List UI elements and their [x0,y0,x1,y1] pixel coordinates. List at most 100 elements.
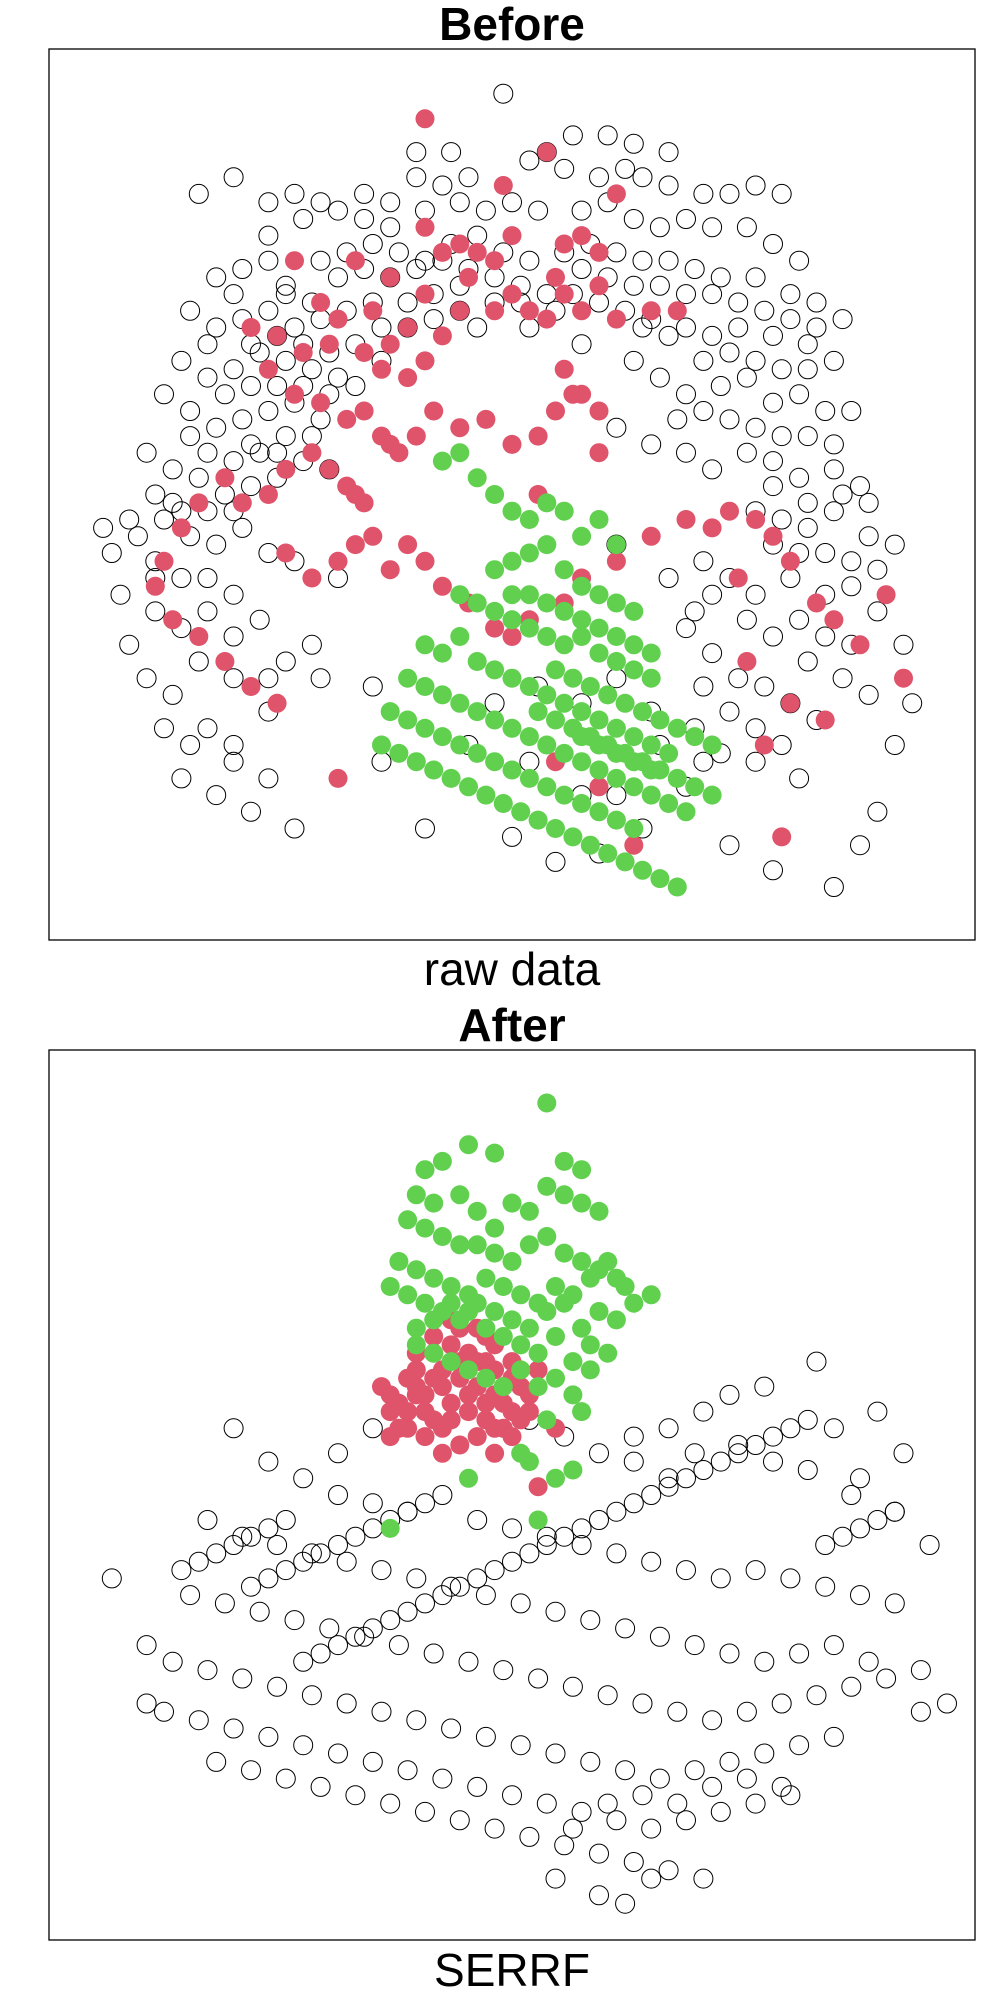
point-validate-22 [467,1235,487,1255]
point-samples-73 [197,1660,218,1681]
point-samples-165 [710,1451,731,1472]
point-samples-58 [684,259,705,279]
point-qc-25 [398,318,418,337]
point-qc-1 [537,142,557,162]
point-qc-69 [258,485,278,504]
point-validate-25 [519,1235,539,1255]
point-samples-63 [832,309,853,330]
point-samples-52 [519,250,540,271]
point-qc-87 [398,535,418,555]
point-samples-156 [145,601,166,622]
point-validate-38 [519,677,539,696]
point-samples-111 [206,1751,227,1772]
point-qc-38 [293,343,313,362]
point-samples-181 [415,1493,435,1514]
point-samples-15 [432,1485,453,1505]
point-qc-117 [780,693,800,713]
point-samples-163 [362,676,383,697]
point-samples-162 [310,668,331,689]
point-samples-238 [728,292,749,313]
point-samples-182 [815,1535,836,1555]
point-samples-175 [484,693,505,714]
point-validate-123 [563,718,583,738]
point-samples-101 [467,1776,488,1797]
point-samples-32 [301,1543,322,1564]
point-validate-74 [554,785,574,805]
point-samples-139 [127,526,148,547]
point-validate-60 [624,777,644,797]
point-validate-37 [493,1277,513,1296]
point-samples-67 [806,1685,827,1706]
point-validate-12 [502,1193,522,1213]
point-samples-83 [702,325,723,346]
point-validate-43 [598,1252,618,1271]
point-qc-13 [345,251,365,271]
point-samples-109 [745,1793,766,1814]
point-validate-19 [624,601,644,621]
point-qc-43 [459,1385,478,1405]
point-qc-10 [415,1427,435,1447]
point-validate-44 [615,1277,635,1296]
point-samples-309 [745,718,766,739]
point-samples-75 [267,1676,288,1697]
point-validate-56 [572,1318,592,1338]
point-validate-109 [598,685,618,705]
point-samples-237 [702,284,723,305]
point-qc-15 [441,1335,461,1355]
point-validate-36 [485,660,505,680]
point-qc-115 [728,568,748,588]
point-validate-124 [580,727,600,747]
point-samples-298 [736,609,757,630]
point-samples-42 [649,1626,670,1647]
point-samples-22 [676,1560,696,1581]
point-samples-85 [615,1760,636,1781]
point-samples-234 [623,275,644,296]
panel-before: Before raw data [48,0,976,995]
point-validate-127 [633,752,652,772]
point-samples-50 [467,225,488,246]
point-qc-105 [850,635,870,655]
point-samples-64 [702,1710,723,1731]
point-qc-73 [171,518,191,538]
point-validate-75 [459,1360,478,1380]
point-samples-278 [301,426,322,447]
point-samples-123 [623,1852,644,1872]
point-qc-103 [807,593,826,613]
point-validate-77 [493,1377,513,1397]
point-validate-9 [450,1185,470,1205]
point-validate-67 [432,727,452,747]
point-qc-112 [589,777,609,797]
point-samples-292 [119,509,140,530]
point-qc-65 [372,426,391,446]
point-samples-161 [275,651,296,672]
point-validate-8 [424,1193,444,1213]
point-samples-5 [684,1443,705,1464]
point-samples-43 [684,1635,705,1656]
point-samples-38 [763,234,783,254]
point-samples-115 [345,1785,366,1806]
point-samples-14 [615,158,636,179]
point-samples-197 [893,1443,914,1464]
point-qc-24 [450,1435,470,1455]
point-validate-60 [641,1285,661,1305]
point-qc-16 [459,267,478,287]
point-samples-2 [589,1443,609,1464]
point-qc-84 [345,535,365,555]
point-samples-171 [162,684,183,705]
point-samples-35 [406,1568,427,1589]
point-qc-8 [485,251,505,271]
point-qc-6 [450,234,470,254]
point-samples-290 [841,551,862,572]
point-qc-107 [894,668,913,688]
point-samples-31 [571,200,592,221]
point-validate-1 [450,443,470,463]
point-samples-190 [502,826,522,847]
point-samples-168 [763,1426,783,1447]
point-samples-172 [197,718,218,739]
point-samples-134 [562,1818,583,1839]
panel-title-after: After [458,999,565,1051]
point-validate-18 [606,593,626,613]
point-samples-100 [432,1768,453,1789]
point-samples-35 [676,209,696,229]
point-samples-19 [571,1535,592,1555]
